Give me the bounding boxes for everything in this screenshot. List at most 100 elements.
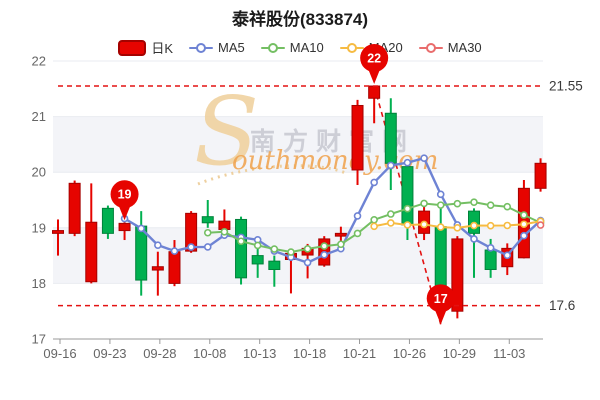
ma20-marker — [370, 222, 378, 231]
grid-band — [53, 227, 543, 284]
ma10-marker — [337, 240, 345, 249]
candle-body[interactable] — [301, 247, 314, 256]
x-axis-label: 10-21 — [343, 346, 376, 361]
candle-body[interactable] — [168, 251, 181, 284]
candle-body[interactable] — [534, 162, 547, 189]
annotation-pin-tail — [434, 309, 447, 325]
legend-label: 日K — [151, 41, 174, 56]
candle-body[interactable] — [318, 238, 331, 266]
candle-body[interactable] — [284, 252, 297, 260]
ma5-marker — [270, 247, 279, 255]
annotation-pin — [110, 180, 139, 209]
annotation-pin-tail — [368, 69, 381, 85]
ma5-marker — [220, 231, 229, 239]
markline-value-label: 17.6 — [549, 298, 575, 313]
candle-body[interactable] — [235, 218, 248, 279]
candle-body[interactable] — [368, 85, 381, 99]
markline-value-label: 21.55 — [549, 79, 583, 94]
y-axis-label: 18 — [32, 276, 46, 291]
candle-body[interactable] — [151, 266, 164, 271]
legend-item-ma30[interactable]: MA30 — [418, 40, 482, 55]
candle-body[interactable] — [401, 166, 414, 226]
candle-body[interactable] — [268, 260, 281, 271]
ma10-marker — [253, 241, 262, 250]
x-axis-label: 10-08 — [193, 346, 226, 361]
candle-body[interactable] — [135, 225, 148, 281]
ma5-marker — [536, 216, 545, 225]
ma10-marker — [470, 198, 478, 206]
ma5-marker — [303, 258, 312, 267]
legend-label: MA5 — [218, 40, 245, 55]
ma20-marker — [486, 221, 495, 230]
ma20-icon — [339, 42, 364, 54]
x-axis-label: 11-03 — [493, 346, 525, 361]
legend-label: MA20 — [368, 40, 403, 55]
annotation-pin-label: 17 — [434, 292, 448, 306]
chart-title: 泰祥股份(833874) — [231, 10, 369, 29]
x-axis-label: 09-16 — [43, 346, 76, 361]
legend-item-daily-k[interactable]: 日K — [118, 38, 173, 57]
candle-body[interactable] — [68, 182, 81, 234]
candle-body[interactable] — [101, 207, 114, 234]
candle-body[interactable] — [351, 104, 364, 171]
ma20-marker — [503, 221, 512, 230]
legend: 日K MA5 MA10 MA20 MA30 — [0, 38, 600, 57]
ma10-marker — [203, 228, 212, 237]
ma10-icon — [260, 42, 285, 54]
ma10-marker — [353, 229, 362, 238]
candle-body[interactable] — [52, 230, 64, 234]
x-axis-label: 10-13 — [243, 346, 276, 361]
candle-body[interactable] — [334, 232, 347, 237]
candle-body[interactable] — [384, 112, 397, 164]
candle-body[interactable] — [501, 247, 514, 268]
ma20-marker — [453, 224, 462, 232]
ma10-marker — [270, 245, 279, 253]
legend-item-ma5[interactable]: MA5 — [189, 40, 245, 55]
legend-item-ma10[interactable]: MA10 — [260, 40, 324, 55]
annotation-pin-tail — [118, 205, 131, 221]
ma10-marker — [386, 210, 395, 218]
ma10-marker — [453, 199, 462, 208]
ma20-marker — [386, 219, 395, 227]
x-axis-label: 09-23 — [93, 346, 126, 361]
ma5-marker — [403, 158, 412, 167]
y-axis-label: 20 — [32, 165, 46, 180]
annotation-pin-label: 19 — [118, 188, 132, 202]
ma10-line — [207, 201, 541, 254]
candle-body[interactable] — [468, 210, 480, 234]
ma5-marker — [436, 190, 445, 199]
candle-body[interactable] — [434, 226, 447, 287]
ma10-marker — [436, 201, 445, 209]
ma5-marker — [453, 221, 462, 229]
legend-label: MA30 — [447, 40, 482, 55]
candle-body[interactable] — [251, 255, 264, 265]
ma5-marker — [420, 154, 428, 162]
x-axis-label: 10-26 — [393, 346, 426, 361]
candle-body[interactable] — [218, 220, 231, 230]
ma5-marker — [353, 212, 362, 220]
ma30-marker — [536, 221, 545, 229]
ma5-marker — [337, 244, 345, 253]
ma5-marker — [154, 241, 162, 249]
ma20-marker — [536, 217, 545, 226]
candle-body[interactable] — [118, 222, 131, 232]
ma10-marker — [536, 218, 545, 227]
legend-item-ma20[interactable]: MA20 — [339, 40, 403, 55]
y-axis-label: 21 — [32, 109, 46, 124]
candle-body[interactable] — [85, 221, 98, 283]
ma5-marker — [203, 243, 212, 251]
candle-body[interactable] — [451, 238, 464, 312]
candle-body[interactable] — [418, 210, 431, 234]
candle-body[interactable] — [484, 249, 497, 270]
ma5-marker — [253, 236, 262, 244]
candle-body[interactable] — [517, 187, 530, 259]
candle-body[interactable] — [185, 212, 198, 252]
ma10-marker — [486, 201, 495, 210]
ma5-marker — [370, 178, 378, 187]
grid-band — [53, 116, 543, 173]
candle-body[interactable] — [201, 216, 214, 224]
ma10-marker — [420, 199, 428, 208]
x-axis-label: 10-18 — [293, 346, 326, 361]
